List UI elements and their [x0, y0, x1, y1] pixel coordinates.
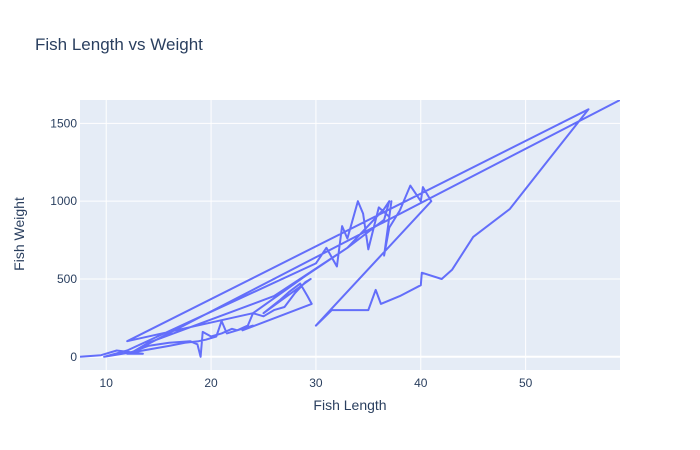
y-tick-label: 1500	[50, 116, 77, 130]
chart-title: Fish Length vs Weight	[35, 35, 203, 54]
x-tick-label: 20	[204, 376, 218, 390]
y-tick-label: 0	[70, 350, 77, 364]
y-tick-label: 1000	[50, 194, 77, 208]
grid-lines	[80, 100, 620, 370]
x-tick-label: 10	[100, 376, 114, 390]
series-line-fish-weight	[80, 100, 620, 358]
x-tick-label: 40	[414, 376, 428, 390]
y-axis-title: Fish Weight	[11, 197, 27, 271]
x-tick-label: 30	[309, 376, 323, 390]
x-tick-label: 50	[519, 376, 533, 390]
y-tick-label: 500	[57, 272, 77, 286]
data-series	[80, 100, 620, 358]
x-axis-title: Fish Length	[313, 397, 386, 413]
plot-area	[80, 100, 620, 370]
